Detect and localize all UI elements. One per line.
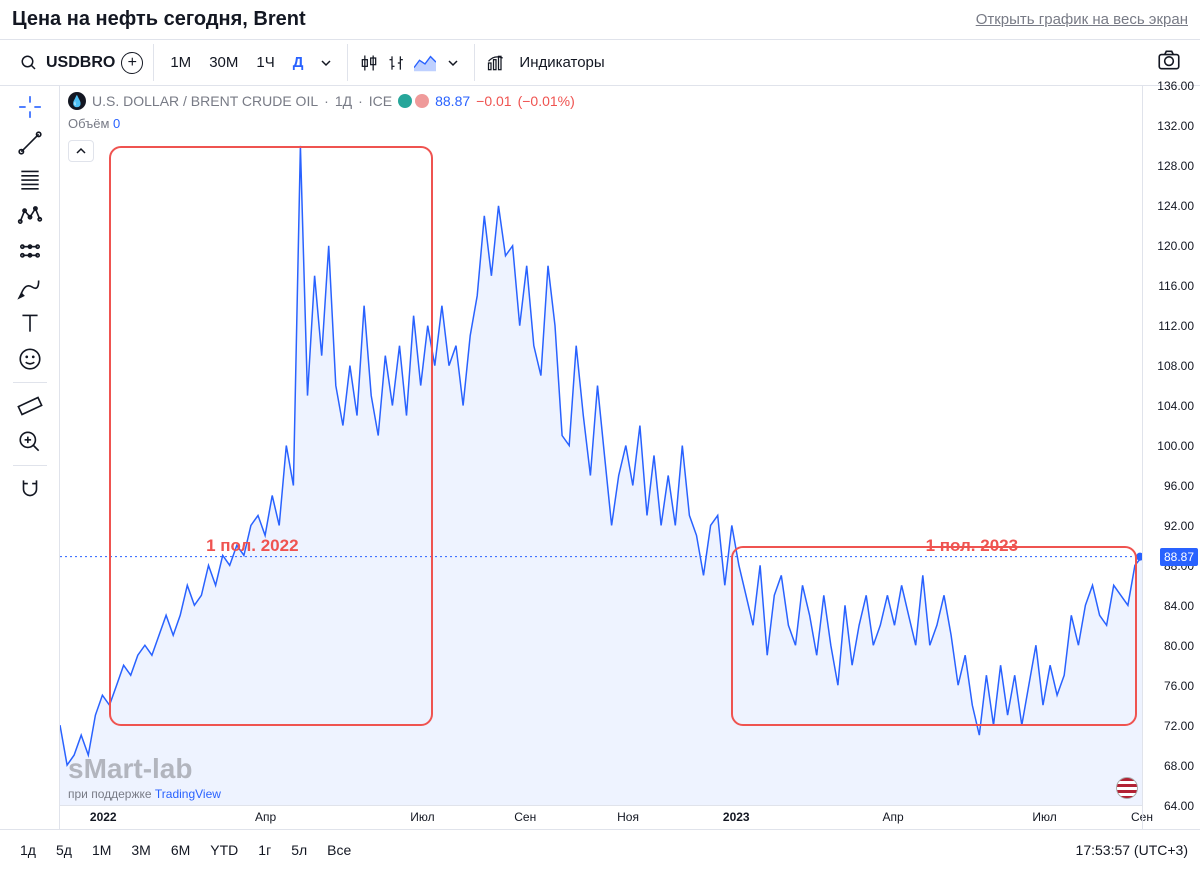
y-tick: 72.00	[1164, 719, 1194, 733]
indicators-icon[interactable]	[485, 52, 507, 74]
toolbar: USDBRO + 1М 30М 1Ч Д Индикаторы	[0, 40, 1200, 86]
y-axis[interactable]: 136.00132.00128.00124.00120.00116.00112.…	[1142, 86, 1200, 829]
chart-legend: 💧 U.S. DOLLAR / BRENT CRUDE OIL · 1Д · I…	[68, 92, 575, 110]
legend-pct: (−0.01%)	[518, 93, 575, 109]
y-tick: 124.00	[1157, 199, 1194, 213]
watermark: sMart-lab	[68, 753, 192, 785]
crosshair-tool[interactable]	[8, 90, 52, 124]
zoom-tool[interactable]	[8, 425, 52, 459]
ruler-tool[interactable]	[8, 389, 52, 423]
range-1М[interactable]: 1М	[84, 838, 119, 862]
brush-tool[interactable]	[8, 270, 52, 304]
candles-icon[interactable]	[358, 52, 380, 74]
y-tick: 68.00	[1164, 759, 1194, 773]
volume-label: Объём 0	[68, 116, 120, 131]
area-chart-icon[interactable]	[414, 52, 436, 74]
indicators-button[interactable]: Индикаторы	[513, 50, 610, 75]
interval-30m[interactable]: 30М	[203, 50, 244, 75]
clock: 17:53:57 (UTC+3)	[1076, 842, 1188, 858]
trendline-tool[interactable]	[8, 126, 52, 160]
y-tick: 136.00	[1157, 79, 1194, 93]
text-tool[interactable]	[8, 306, 52, 340]
y-tick: 92.00	[1164, 519, 1194, 533]
range-5д[interactable]: 5д	[48, 838, 80, 862]
forecast-tool[interactable]	[8, 234, 52, 268]
range-YTD[interactable]: YTD	[202, 838, 246, 862]
footer: 1д5д1М3М6МYTD1г5лВсе 17:53:57 (UTC+3)	[0, 830, 1200, 870]
y-tick: 120.00	[1157, 239, 1194, 253]
legend-exch: ICE	[369, 93, 392, 109]
legend-tf: 1Д	[335, 93, 352, 109]
us-flag-icon	[1116, 777, 1138, 799]
interval-d[interactable]: Д	[287, 50, 310, 75]
magnet-tool[interactable]	[8, 472, 52, 506]
pattern-tool[interactable]	[8, 198, 52, 232]
legend-chg: −0.01	[476, 93, 511, 109]
y-tick: 80.00	[1164, 639, 1194, 653]
chart-area[interactable]: 💧 U.S. DOLLAR / BRENT CRUDE OIL · 1Д · I…	[60, 86, 1142, 829]
annotation-box	[109, 146, 434, 726]
range-5л[interactable]: 5л	[283, 838, 315, 862]
y-tick: 64.00	[1164, 799, 1194, 813]
emoji-tool[interactable]	[8, 342, 52, 376]
fib-tool[interactable]	[8, 162, 52, 196]
y-tick: 132.00	[1157, 119, 1194, 133]
range-6М[interactable]: 6М	[163, 838, 198, 862]
annotation-label: 1 пол. 2023	[926, 536, 1018, 556]
tradingview-link[interactable]: TradingView	[155, 787, 221, 801]
x-tick: Сен	[514, 810, 536, 824]
annotation-label: 1 пол. 2022	[206, 536, 298, 556]
page-title: Цена на нефть сегодня, Brent	[12, 8, 306, 31]
x-tick: Апр	[883, 810, 904, 824]
x-tick: 2022	[90, 810, 117, 824]
chevron-down-icon[interactable]	[315, 52, 337, 74]
x-tick: 2023	[723, 810, 750, 824]
x-tick: Июл	[1032, 810, 1056, 824]
range-3М[interactable]: 3М	[123, 838, 158, 862]
screenshot-button[interactable]	[1156, 47, 1192, 78]
collapse-button[interactable]	[68, 140, 94, 162]
x-tick: Апр	[255, 810, 276, 824]
current-price-tag: 88.87	[1160, 548, 1198, 566]
symbol-label[interactable]: USDBRO	[46, 54, 115, 72]
y-tick: 76.00	[1164, 679, 1194, 693]
interval-group: 1М 30М 1Ч Д	[154, 44, 348, 81]
y-tick: 96.00	[1164, 479, 1194, 493]
y-tick: 100.00	[1157, 439, 1194, 453]
bars-icon[interactable]	[386, 52, 408, 74]
oil-icon: 💧	[68, 92, 86, 110]
y-tick: 116.00	[1158, 279, 1194, 293]
range-Все[interactable]: Все	[319, 838, 359, 862]
x-tick: Ноя	[617, 810, 639, 824]
legend-name: U.S. DOLLAR / BRENT CRUDE OIL	[92, 93, 318, 109]
range-1г[interactable]: 1г	[250, 838, 279, 862]
y-tick: 104.00	[1157, 399, 1194, 413]
fullscreen-link[interactable]: Открыть график на весь экран	[976, 11, 1188, 28]
watermark-sub: при поддержке TradingView	[68, 787, 221, 801]
annotation-box	[731, 546, 1137, 726]
search-icon[interactable]	[18, 52, 40, 74]
y-tick: 84.00	[1164, 599, 1194, 613]
interval-1m[interactable]: 1М	[164, 50, 197, 75]
range-1д[interactable]: 1д	[12, 838, 44, 862]
y-tick: 108.00	[1157, 359, 1194, 373]
y-tick: 112.00	[1158, 319, 1194, 333]
y-tick: 128.00	[1157, 159, 1194, 173]
x-tick: Июл	[410, 810, 434, 824]
interval-1h[interactable]: 1Ч	[250, 50, 280, 75]
range-selector: 1д5д1М3М6МYTD1г5лВсе	[12, 838, 359, 862]
drawing-toolbar	[0, 86, 60, 829]
add-symbol-button[interactable]: +	[121, 52, 143, 74]
legend-price: 88.87	[435, 93, 470, 109]
x-axis[interactable]: 2022АпрИюлСенНоя2023АпрИюлСен	[60, 805, 1142, 829]
chevron-down-icon[interactable]	[442, 52, 464, 74]
